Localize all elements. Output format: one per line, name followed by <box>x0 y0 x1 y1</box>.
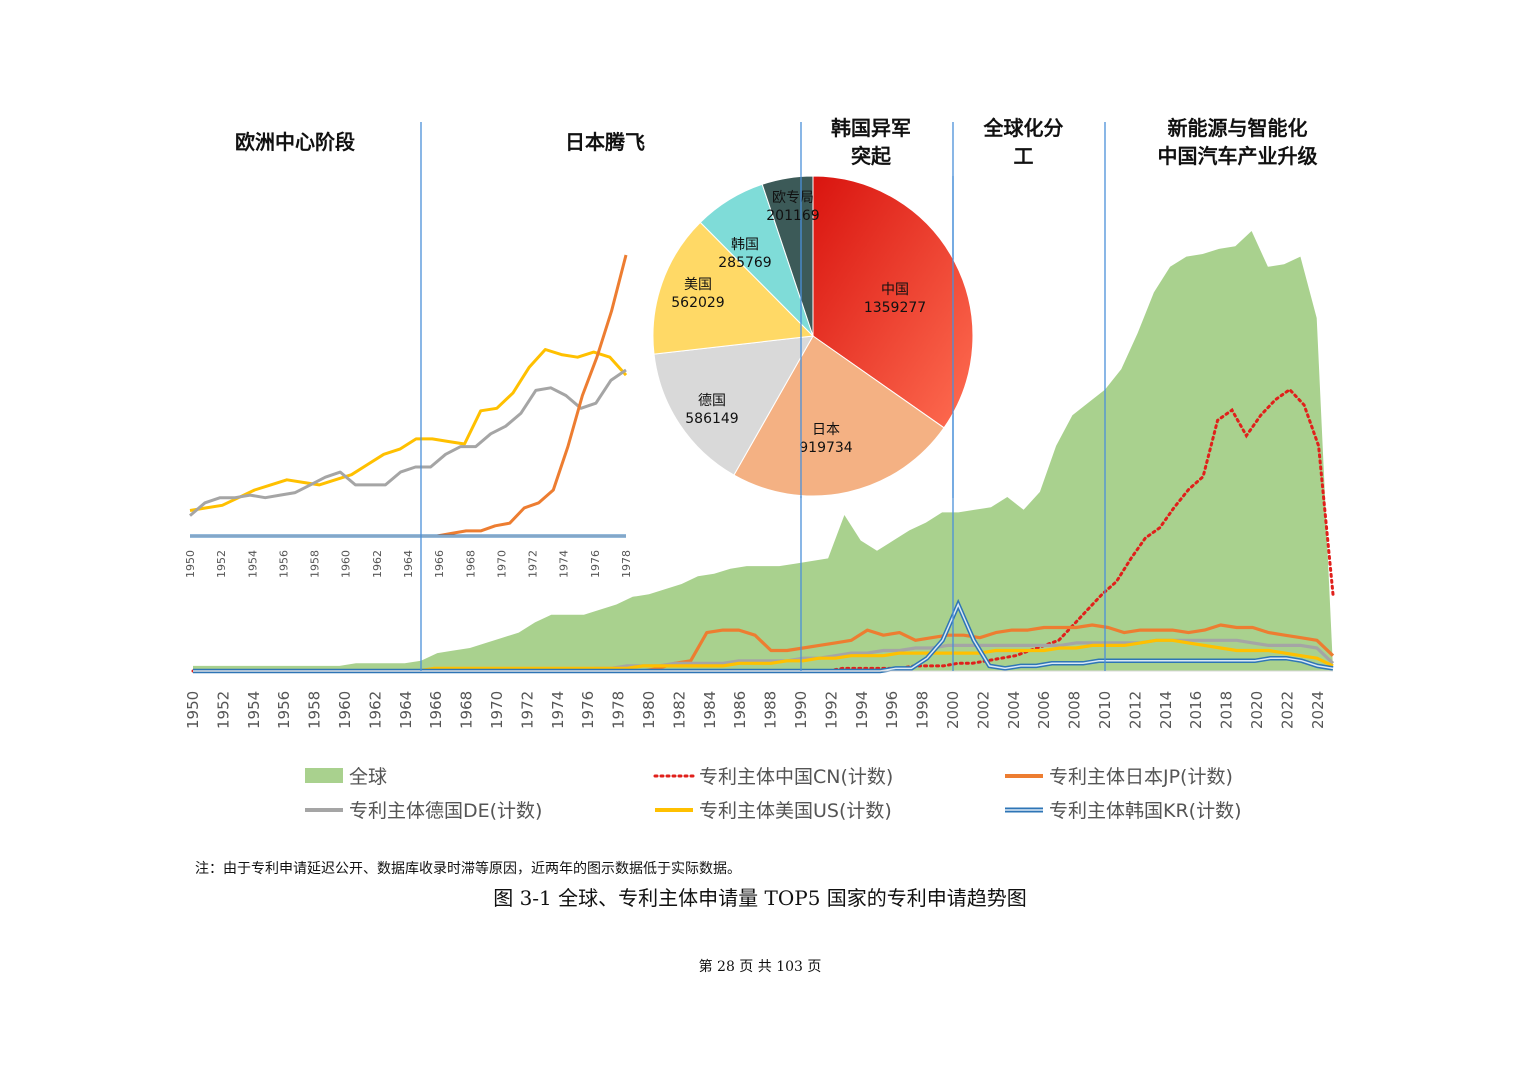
era-label-globalization: 全球化分 工 <box>956 114 1091 170</box>
legend-label: 专利主体美国US(计数) <box>699 800 892 822</box>
x-tick-label: 2024 <box>1309 691 1327 729</box>
era-label-japan: 日本腾飞 <box>500 128 710 156</box>
pie-value: 919734 <box>799 440 853 456</box>
x-tick-label: 1964 <box>397 691 415 729</box>
x-tick-label: 1972 <box>518 691 536 729</box>
x-tick-label: 2012 <box>1126 691 1144 729</box>
inset-chart: 1950 1952 1954 1956 1958 1960 1962 1964 1966 1968… <box>184 240 634 585</box>
x-tick-label: 2016 <box>1187 691 1205 729</box>
legend-label: 专利主体日本JP(计数) <box>1049 766 1233 788</box>
x-tick-label: 1952 <box>214 691 232 729</box>
x-tick-label: 2002 <box>974 691 992 729</box>
x-tick-label: 1950 <box>184 691 202 729</box>
x-tick-label: 1960 <box>336 691 354 729</box>
x-tick-label: 1992 <box>822 691 840 729</box>
era-label-europe: 欧洲中心阶段 <box>190 128 400 156</box>
pie-label: 美国 <box>684 277 712 293</box>
inset-x-tick-label: 1966 <box>433 550 446 578</box>
inset-x-tick-label: 1962 <box>371 550 384 578</box>
x-tick-label: 1954 <box>245 691 263 729</box>
x-tick-label: 2022 <box>1278 691 1296 729</box>
inset-background <box>184 240 634 585</box>
x-tick-label: 1956 <box>275 691 293 729</box>
x-tick-label: 1994 <box>853 691 871 729</box>
page-footer: 第 28 页 共 103 页 <box>0 956 1520 976</box>
x-tick-label: 2018 <box>1218 691 1236 729</box>
footnote: 注：由于专利申请延迟公开、数据库收录时滞等原因，近两年的图示数据低于实际数据。 <box>195 858 741 878</box>
legend-item-de: 专利主体德国DE(计数) <box>305 800 542 822</box>
x-tick-label: 1976 <box>579 691 597 729</box>
inset-x-tick-label: 1958 <box>309 550 322 578</box>
legend-item-cn: 专利主体中国CN(计数) <box>655 766 893 788</box>
x-tick-label: 2000 <box>944 691 962 729</box>
x-tick-label: 1996 <box>883 691 901 729</box>
inset-x-tick-label: 1968 <box>464 550 477 578</box>
x-tick-label: 1974 <box>549 691 567 729</box>
pie-label: 韩国 <box>731 237 759 253</box>
pie-value: 586149 <box>685 411 738 427</box>
x-tick-label: 1986 <box>731 691 749 729</box>
x-tick-label: 1970 <box>488 691 506 729</box>
x-tick-label: 1958 <box>306 691 324 729</box>
x-tick-label: 2008 <box>1066 691 1084 729</box>
inset-x-tick-label: 1964 <box>402 550 415 578</box>
pie-value: 285769 <box>718 255 771 271</box>
x-tick-label: 2014 <box>1157 691 1175 729</box>
figure-caption: 图 3-1 全球、专利主体申请量 TOP5 国家的专利申请趋势图 <box>0 882 1520 911</box>
x-tick-label: 1990 <box>792 691 810 729</box>
pie-value: 201169 <box>766 208 819 224</box>
x-tick-label: 1968 <box>458 691 476 729</box>
x-tick-label: 2006 <box>1035 691 1053 729</box>
x-tick-label: 1988 <box>762 691 780 729</box>
era-label-korea: 韩国异军 突起 <box>806 114 936 170</box>
legend-label: 全球 <box>349 766 387 788</box>
pie-label: 日本 <box>812 422 840 438</box>
inset-x-tick-label: 1950 <box>184 550 197 578</box>
inset-x-tick-label: 1970 <box>495 550 508 578</box>
inset-x-tick-label: 1972 <box>527 550 540 578</box>
pie-label: 中国 <box>881 282 909 298</box>
legend-label: 专利主体德国DE(计数) <box>349 800 542 822</box>
pie-value: 562029 <box>671 295 724 311</box>
inset-x-tick-label: 1956 <box>277 550 290 578</box>
x-tick-label: 2020 <box>1248 691 1266 729</box>
inset-x-tick-label: 1976 <box>589 550 602 578</box>
x-tick-label: 2010 <box>1096 691 1114 729</box>
era-label-new-energy: 新能源与智能化 中国汽车产业升级 <box>1120 114 1355 170</box>
x-tick-label: 1962 <box>366 691 384 729</box>
legend-item-jp: 专利主体日本JP(计数) <box>1005 766 1233 788</box>
x-tick-label: 1984 <box>701 691 719 729</box>
x-tick-label: 2004 <box>1005 691 1023 729</box>
x-tick-label: 1978 <box>610 691 628 729</box>
pie-value: 1359277 <box>864 300 926 316</box>
inset-x-tick-label: 1978 <box>620 550 633 578</box>
x-tick-label: 1966 <box>427 691 445 729</box>
legend-item-global: 全球 <box>305 766 387 788</box>
legend-label: 专利主体中国CN(计数) <box>699 766 893 788</box>
x-tick-label: 1998 <box>914 691 932 729</box>
inset-x-tick-label: 1954 <box>246 550 259 578</box>
pie-chart: 中国 1359277 日本 919734 德国 586149 美国 562029 韩国 28576… <box>653 176 973 498</box>
pie-label: 欧专局 <box>772 190 814 206</box>
x-tick-label: 1982 <box>670 691 688 729</box>
inset-x-tick-label: 1974 <box>558 550 571 578</box>
inset-x-tick-label: 1960 <box>340 550 353 578</box>
pie-label: 德国 <box>698 393 726 409</box>
legend-item-us: 专利主体美国US(计数) <box>655 800 892 822</box>
legend-swatch <box>305 768 343 783</box>
x-tick-label: 1980 <box>640 691 658 729</box>
inset-x-tick-label: 1952 <box>215 550 228 578</box>
legend-label: 专利主体韩国KR(计数) <box>1049 800 1242 822</box>
legend-item-kr: 专利主体韩国KR(计数) <box>1005 800 1242 822</box>
